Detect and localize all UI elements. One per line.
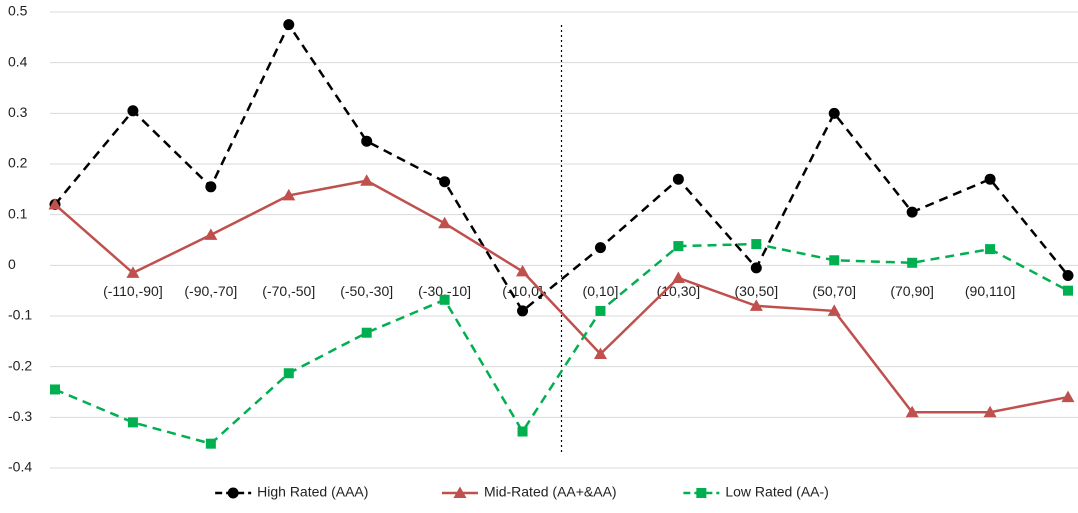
x-tick-label: (-90,-70] <box>184 283 237 299</box>
point <box>127 105 139 117</box>
y-tick-label: 0.1 <box>8 205 28 221</box>
y-tick-label: 0.5 <box>8 3 28 19</box>
series-line <box>54 179 1069 414</box>
point <box>126 266 140 278</box>
x-tick-label: (70,90] <box>890 283 934 299</box>
legend-item: Low Rated (AA-) <box>683 484 829 500</box>
y-tick-label: 0.4 <box>8 53 28 69</box>
legend-marker <box>453 486 467 498</box>
y-tick-label: 0.2 <box>8 155 28 171</box>
legend-item: High Rated (AAA) <box>215 484 368 500</box>
y-tick-label: -0.4 <box>8 459 32 475</box>
legend-label: Mid-Rated (AA+&AA) <box>484 484 617 500</box>
x-tick-label: (-30,-10] <box>418 283 471 299</box>
point <box>48 198 62 210</box>
point <box>1061 390 1075 403</box>
y-tick-label: -0.3 <box>8 408 32 424</box>
legend-marker <box>227 487 239 499</box>
point <box>282 188 296 201</box>
x-tick-label: (-50,-30] <box>340 283 393 299</box>
point <box>751 239 762 250</box>
point <box>517 426 528 437</box>
point <box>205 438 216 449</box>
x-tick-label: (0,10] <box>583 283 619 299</box>
point <box>671 271 685 283</box>
point <box>985 244 996 255</box>
point <box>827 304 841 316</box>
x-tick-label: (-110,-90] <box>103 283 163 299</box>
x-tick-label: (10,30] <box>657 283 701 299</box>
y-tick-label: 0 <box>8 256 16 272</box>
series-line <box>54 22 1069 313</box>
point <box>593 347 607 359</box>
point <box>516 264 530 277</box>
x-tick-label: (30,50] <box>735 283 779 299</box>
point <box>595 305 606 316</box>
point <box>205 181 217 193</box>
point <box>829 255 840 266</box>
point <box>50 384 60 395</box>
x-tick-label: (-70,-50] <box>262 283 315 299</box>
point <box>361 135 373 147</box>
y-tick-label: -0.2 <box>8 357 32 373</box>
legend-label: Low Rated (AA-) <box>725 484 828 500</box>
point <box>439 294 450 305</box>
x-tick-label: (90,110] <box>965 283 1015 299</box>
point <box>828 107 840 119</box>
point <box>360 174 374 186</box>
x-tick-label: (50,70] <box>812 283 856 299</box>
point <box>127 417 138 428</box>
point <box>594 242 606 254</box>
point <box>983 405 997 418</box>
point <box>672 173 684 185</box>
point <box>1062 269 1074 281</box>
legend-item: Mid-Rated (AA+&AA) <box>441 484 617 500</box>
point <box>907 257 918 268</box>
point <box>283 368 294 379</box>
point <box>750 262 762 274</box>
point <box>439 176 451 188</box>
point <box>749 299 763 311</box>
point <box>673 241 684 252</box>
legend-marker <box>696 488 707 498</box>
y-tick-label: 0.3 <box>8 104 28 120</box>
point <box>283 19 295 31</box>
point <box>906 206 918 218</box>
point <box>204 228 218 240</box>
point <box>984 173 996 185</box>
point <box>1063 285 1073 296</box>
point <box>905 405 919 418</box>
grid <box>50 11 1078 469</box>
point <box>361 327 372 338</box>
point <box>438 216 452 229</box>
point <box>517 305 529 317</box>
series-line <box>54 242 1069 446</box>
y-tick-label: -0.1 <box>8 307 32 323</box>
legend-label: High Rated (AAA) <box>257 484 368 500</box>
